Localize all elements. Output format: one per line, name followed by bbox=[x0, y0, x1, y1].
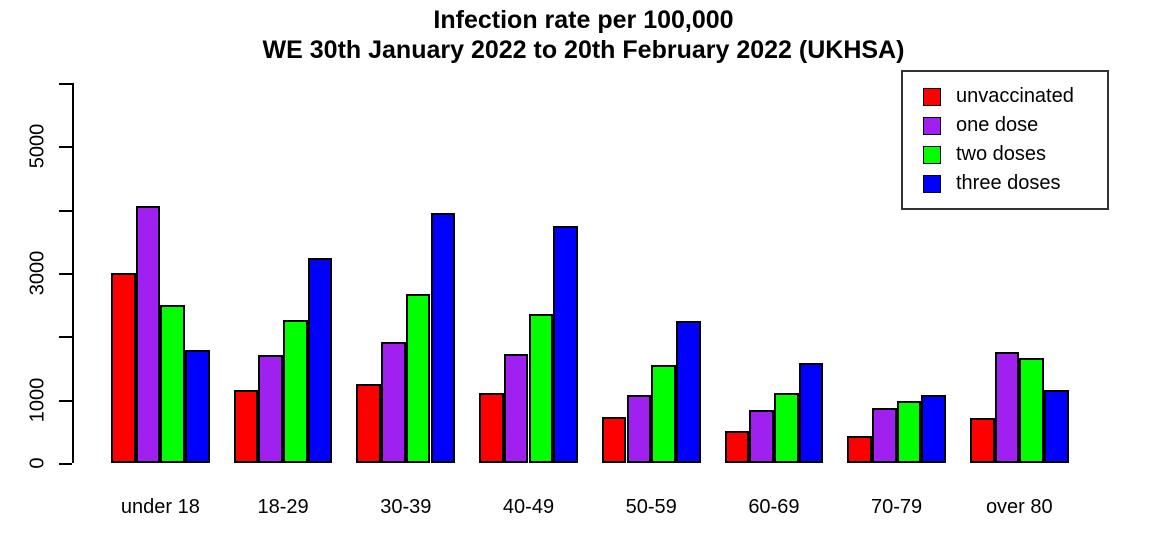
bar-three-doses-30-39 bbox=[430, 213, 456, 463]
y-tick-5000 bbox=[59, 146, 72, 149]
bar-three-doses-60-69 bbox=[798, 362, 824, 463]
bar-one-dose-under-18 bbox=[135, 205, 161, 463]
bar-unvaccinated-50-59 bbox=[601, 416, 627, 463]
legend-swatch-two-doses bbox=[923, 145, 941, 164]
legend-item-unvaccinated: unvaccinated bbox=[923, 84, 1107, 109]
bar-one-dose-30-39 bbox=[381, 342, 406, 463]
legend-item-two-doses: two doses bbox=[923, 142, 1107, 167]
y-tick-4000 bbox=[59, 209, 72, 212]
bar-two-doses-60-69 bbox=[773, 392, 799, 463]
x-category-label-70-79: 70-79 bbox=[871, 496, 923, 518]
x-category-label-18-29: 18-29 bbox=[257, 496, 309, 518]
y-tick-6000 bbox=[59, 83, 72, 85]
bar-three-doses-under-18 bbox=[185, 349, 210, 463]
chart-title-block: Infection rate per 100,000 WE 30th Janua… bbox=[0, 5, 1167, 65]
bar-unvaccinated-under-18 bbox=[111, 273, 136, 463]
bar-three-doses-50-59 bbox=[675, 321, 701, 463]
bar-unvaccinated-70-79 bbox=[847, 435, 872, 463]
y-tick-label-5000: 5000 bbox=[26, 124, 49, 169]
y-tick-3000 bbox=[59, 273, 72, 275]
x-category-label-under-18: under 18 bbox=[120, 496, 200, 518]
y-tick-label-3000: 3000 bbox=[26, 250, 49, 296]
legend-swatch-three-doses bbox=[923, 174, 941, 193]
bar-unvaccinated-40-49 bbox=[479, 393, 504, 463]
legend-item-three-doses: three doses bbox=[923, 171, 1107, 196]
bar-two-doses-40-49 bbox=[528, 313, 554, 463]
bar-one-dose-50-59 bbox=[626, 395, 652, 463]
bar-two-doses-18-29 bbox=[283, 319, 308, 463]
legend-label: two doses bbox=[956, 143, 1047, 165]
x-category-label-over-80: over 80 bbox=[985, 496, 1053, 518]
bar-two-doses-30-39 bbox=[405, 293, 431, 463]
bar-two-doses-over-80 bbox=[1019, 357, 1044, 463]
legend-box: unvaccinated one dose two doses three do… bbox=[901, 70, 1109, 210]
legend-label: one dose bbox=[956, 114, 1039, 136]
x-category-label-30-39: 30-39 bbox=[380, 496, 432, 518]
legend-label: three doses bbox=[956, 172, 1061, 194]
bar-unvaccinated-60-69 bbox=[724, 430, 750, 463]
legend-swatch-one-dose bbox=[923, 116, 941, 135]
legend-label: unvaccinated bbox=[956, 85, 1074, 107]
bar-one-dose-18-29 bbox=[258, 354, 284, 463]
bar-unvaccinated-over-80 bbox=[969, 418, 995, 463]
y-tick-label-0: 0 bbox=[26, 457, 49, 469]
x-category-label-50-59: 50-59 bbox=[625, 496, 677, 518]
y-tick-1000 bbox=[59, 399, 72, 402]
bar-three-doses-40-49 bbox=[553, 226, 578, 463]
legend-swatch-unvaccinated bbox=[923, 87, 941, 106]
bar-one-dose-70-79 bbox=[871, 407, 897, 463]
bar-three-doses-18-29 bbox=[307, 257, 333, 463]
y-axis-line bbox=[72, 83, 74, 463]
x-category-label-60-69: 60-69 bbox=[748, 496, 800, 518]
x-category-label-40-49: 40-49 bbox=[502, 496, 555, 518]
bar-two-doses-70-79 bbox=[896, 400, 922, 463]
legend-item-one-dose: one dose bbox=[923, 113, 1107, 138]
y-tick-0 bbox=[59, 463, 72, 465]
bar-two-doses-50-59 bbox=[651, 365, 676, 463]
bar-three-doses-70-79 bbox=[921, 395, 946, 463]
bar-two-doses-under-18 bbox=[160, 304, 186, 463]
bar-unvaccinated-18-29 bbox=[233, 389, 259, 463]
bar-one-dose-40-49 bbox=[503, 354, 529, 463]
bar-unvaccinated-30-39 bbox=[356, 384, 382, 463]
bar-one-dose-over-80 bbox=[994, 352, 1020, 463]
y-tick-2000 bbox=[59, 336, 72, 339]
bar-one-dose-60-69 bbox=[749, 410, 774, 463]
bar-three-doses-over-80 bbox=[1044, 390, 1069, 463]
chart-title: Infection rate per 100,000 bbox=[433, 6, 734, 34]
chart-subtitle: WE 30th January 2022 to 20th February 20… bbox=[262, 36, 905, 64]
y-tick-label-1000: 1000 bbox=[26, 377, 49, 422]
